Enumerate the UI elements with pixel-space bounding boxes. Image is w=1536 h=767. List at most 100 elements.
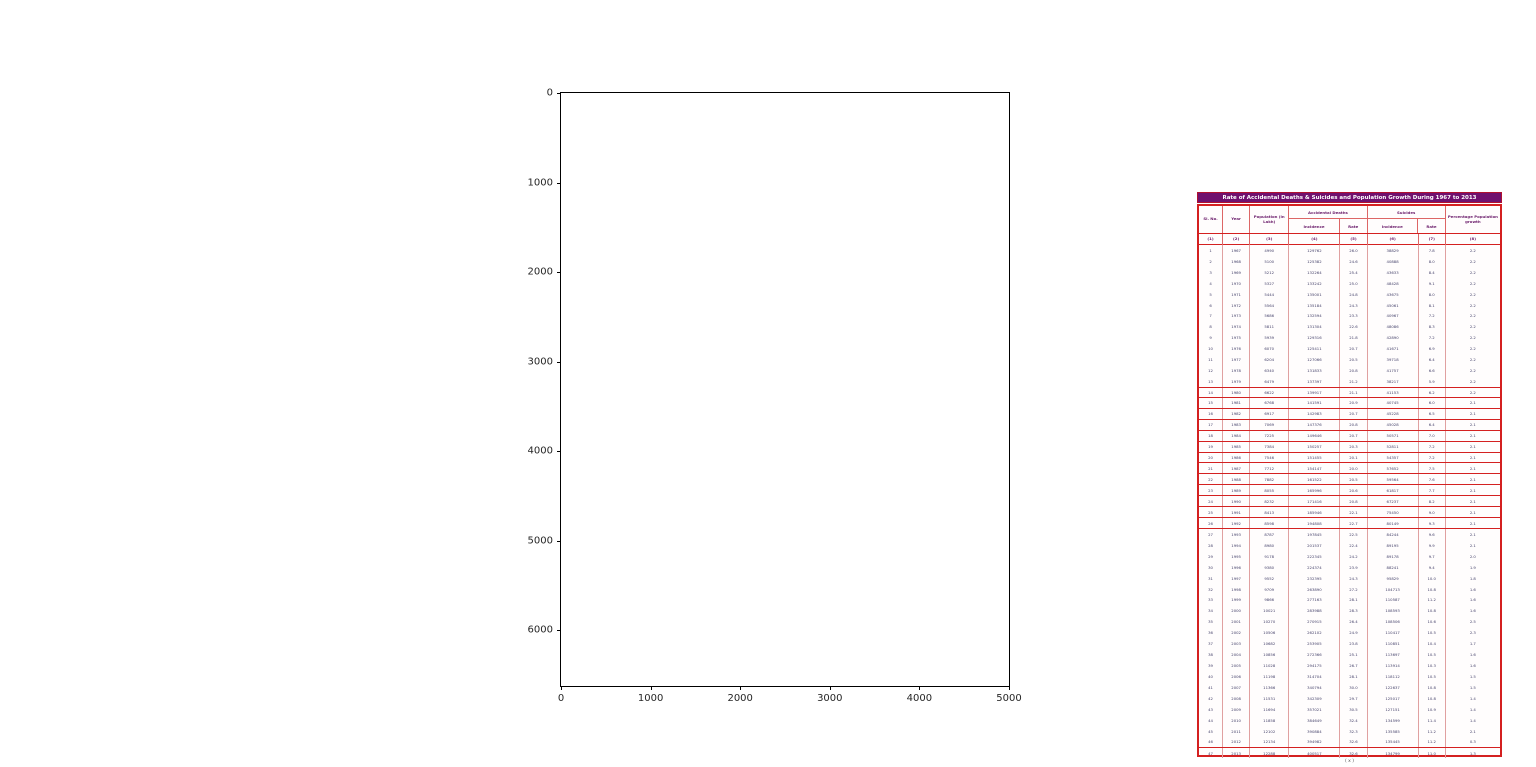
table-cell: 26.0: [1340, 245, 1368, 256]
table-cell: 2.2: [1469, 346, 1476, 352]
table-cell: 134599: [1368, 714, 1419, 726]
table-cell: 2.2: [1469, 280, 1476, 286]
table-cell: 47: [1199, 748, 1224, 759]
table-cell: 5444: [1250, 288, 1290, 300]
table-cell: 28.1: [1340, 670, 1368, 682]
table-cell: 22.7: [1340, 518, 1368, 528]
table-cell: 201537: [1289, 539, 1341, 551]
x-tick-label: 3000: [817, 693, 843, 704]
table-cell: 10.4: [1419, 638, 1446, 650]
table-cell: 43675: [1368, 288, 1419, 300]
table-cell: 54357: [1368, 452, 1419, 463]
table-cell: 8980: [1250, 539, 1290, 551]
table-cell: 18: [1199, 430, 1224, 441]
table-cell: 2.2: [1469, 269, 1476, 275]
table-row: 37 2003 10682 253905 23.8 110851 10.4 1.7: [1199, 638, 1500, 650]
table-cell: 1985: [1223, 441, 1251, 452]
table-cell: 10.5: [1419, 627, 1446, 639]
col-header-population: Population (in Lakh): [1250, 206, 1290, 233]
table-cell: 45061: [1368, 299, 1419, 311]
col-header-ad-incidence: Incidence: [1289, 219, 1340, 233]
table-cell: 20.1: [1340, 452, 1368, 463]
table-cell: 11.2: [1419, 594, 1446, 606]
table-cell: 7.2: [1419, 441, 1446, 452]
table-cell: 20.6: [1340, 485, 1368, 496]
table-cell: 9380: [1250, 561, 1290, 573]
table-cell: 108593: [1368, 605, 1419, 617]
table-cell: 1.3: [1469, 750, 1476, 756]
col-number: (8): [1469, 236, 1476, 242]
table-cell: 32.6: [1340, 748, 1368, 759]
y-tick-label: 6000: [527, 624, 553, 636]
table-cell: 171416: [1289, 496, 1341, 507]
table-cell: 11.2: [1419, 736, 1446, 748]
y-tick-label: 2000: [527, 266, 553, 278]
table-cell: 24.2: [1340, 550, 1368, 562]
table-cell: 38829: [1368, 245, 1419, 256]
col-header-su-rate: Rate: [1426, 223, 1437, 229]
table-cell: 1973: [1223, 310, 1251, 322]
table-row: 25 1991 8413 185946 22.1 75450 9.0 2.1: [1199, 507, 1500, 519]
table-cell: 2.2: [1469, 324, 1476, 330]
table-cell: 129762: [1289, 245, 1341, 256]
header-row: Sl. No. Year Population (in Lakh) Accide…: [1199, 206, 1500, 233]
table-cell: 42890: [1368, 332, 1419, 344]
table-cell: 2005: [1223, 660, 1251, 671]
table-cell: 48428: [1368, 277, 1419, 289]
table-cell: 5100: [1250, 255, 1290, 267]
table-row: 23 1989 8055 165996 20.6 61817 7.7 2.1: [1199, 485, 1500, 497]
table-cell: 2.2: [1469, 291, 1476, 297]
table-cell: 1978: [1223, 365, 1251, 377]
table-cell: 135001: [1289, 288, 1341, 300]
table-cell: 6768: [1250, 397, 1290, 408]
table-cell: 7: [1199, 310, 1224, 322]
table-cell: 24.9: [1340, 627, 1368, 639]
x-tick-mark: [919, 686, 921, 690]
table-cell: 1.4: [1469, 706, 1476, 712]
table-cell: 2012: [1223, 736, 1251, 748]
table-cell: 41: [1199, 681, 1224, 693]
table-title: Rate of Accidental Deaths & Suicides and…: [1222, 194, 1477, 201]
table-cell: 165996: [1289, 485, 1341, 496]
table-cell: 129316: [1289, 332, 1341, 344]
table-cell: 26.7: [1340, 660, 1368, 671]
table-cell: 10.6: [1419, 616, 1446, 628]
table-cell: 1991: [1223, 507, 1251, 518]
table-cell: 2008: [1223, 692, 1251, 704]
table-cell: 134799: [1368, 748, 1419, 759]
table-cell: 149646: [1289, 430, 1341, 441]
table-row: 13 1979 6479 137397 21.2 38217 5.9 2.2: [1199, 376, 1500, 387]
table-cell: 1.8: [1469, 575, 1476, 581]
table-row: 18 1984 7225 149646 20.7 50571 7.0 2.1: [1199, 430, 1500, 442]
table-cell: 2003: [1223, 638, 1251, 650]
table-cell: 1.4: [1469, 695, 1476, 701]
col-header-ad-rate: Rate: [1348, 223, 1359, 229]
col-number: (2): [1223, 234, 1251, 245]
y-tick-mark: [557, 451, 561, 452]
table-row: 8 1974 5811 131304 22.6 48086 8.3 2.2: [1199, 321, 1500, 333]
table-cell: 44: [1199, 714, 1224, 726]
table-cell: 1.6: [1469, 608, 1476, 614]
table-cell: 104713: [1368, 583, 1419, 595]
table-cell: 150257: [1289, 441, 1341, 452]
table-cell: 2.1: [1469, 444, 1476, 450]
table-cell: 3: [1199, 266, 1224, 278]
table-cell: 1983: [1223, 419, 1251, 430]
table-cell: 12288: [1250, 748, 1290, 759]
table-cell: 113914: [1368, 660, 1419, 671]
table-cell: 6340: [1250, 365, 1290, 377]
table-cell: 1.5: [1469, 684, 1476, 690]
y-tick-mark: [557, 182, 561, 184]
table-cell: 400517: [1289, 748, 1341, 759]
table-row: 10 1976 6070 125411 20.7 41671 6.9 2.2: [1199, 343, 1500, 355]
table-row: 20 1986 7546 151455 20.1 54357 7.2 2.1: [1199, 452, 1500, 464]
table-cell: 6479: [1250, 376, 1290, 387]
table-cell: 24.3: [1340, 572, 1368, 584]
table-cell: 23.8: [1340, 638, 1368, 650]
y-tick-mark: [557, 272, 561, 273]
table-cell: 15: [1199, 397, 1224, 408]
table-cell: 6.4: [1419, 354, 1446, 366]
table-cell: 10.9: [1419, 703, 1446, 715]
table-cell: 384649: [1289, 714, 1341, 726]
